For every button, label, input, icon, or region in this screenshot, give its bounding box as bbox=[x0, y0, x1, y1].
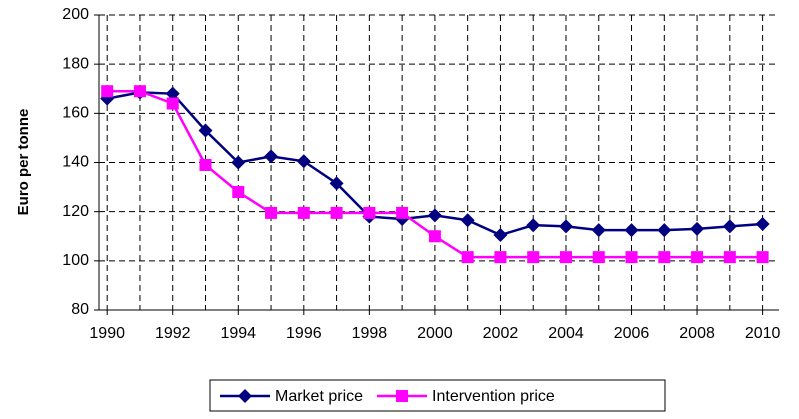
point bbox=[363, 206, 376, 219]
point bbox=[199, 158, 212, 171]
y-tick-label: 180 bbox=[62, 55, 89, 72]
point bbox=[265, 206, 278, 219]
point bbox=[166, 97, 179, 110]
point bbox=[591, 223, 606, 238]
y-tick-label: 120 bbox=[62, 203, 89, 220]
legend-label: Market price bbox=[275, 388, 363, 405]
point bbox=[165, 86, 180, 101]
point bbox=[526, 218, 541, 233]
point bbox=[558, 219, 573, 234]
point bbox=[296, 154, 311, 169]
point bbox=[690, 221, 705, 236]
point bbox=[657, 223, 672, 238]
point bbox=[329, 176, 344, 191]
x-tick-label: 2006 bbox=[614, 325, 650, 342]
point bbox=[755, 216, 770, 231]
point bbox=[559, 251, 572, 264]
point bbox=[527, 251, 540, 264]
point bbox=[658, 251, 671, 264]
legend-marker bbox=[396, 390, 409, 402]
point bbox=[756, 251, 769, 264]
point bbox=[624, 223, 639, 238]
point bbox=[460, 213, 475, 228]
legend-marker bbox=[238, 389, 252, 403]
point bbox=[198, 123, 213, 138]
x-tick-label: 2008 bbox=[679, 325, 715, 342]
point bbox=[592, 251, 605, 264]
y-tick-label: 160 bbox=[62, 105, 89, 122]
x-tick-label: 2002 bbox=[483, 325, 519, 342]
point bbox=[625, 251, 638, 264]
x-tick-label: 1992 bbox=[155, 325, 191, 342]
legend-label: Intervention price bbox=[432, 388, 555, 405]
y-tick-label: 200 bbox=[62, 6, 89, 23]
x-tick-label: 2010 bbox=[745, 325, 781, 342]
point bbox=[493, 228, 508, 243]
x-tick-label: 1994 bbox=[220, 325, 256, 342]
y-tick-label: 100 bbox=[62, 252, 89, 269]
y-tick-label: 140 bbox=[62, 154, 89, 171]
y-tick-label: 80 bbox=[71, 301, 89, 318]
point bbox=[396, 206, 409, 219]
point bbox=[691, 251, 704, 264]
point bbox=[722, 219, 737, 234]
point bbox=[264, 149, 279, 164]
point bbox=[101, 85, 114, 98]
x-tick-label: 2004 bbox=[548, 325, 584, 342]
point bbox=[297, 206, 310, 219]
point bbox=[232, 186, 245, 198]
x-tick-label: 1996 bbox=[286, 325, 322, 342]
x-tick-label: 1998 bbox=[352, 325, 388, 342]
point bbox=[133, 85, 146, 98]
y-axis-label: Euro per tonne bbox=[15, 109, 32, 216]
x-tick-label: 2000 bbox=[417, 325, 453, 342]
point bbox=[723, 251, 736, 264]
point bbox=[461, 251, 474, 264]
x-tick-label: 1990 bbox=[89, 325, 125, 342]
point bbox=[427, 208, 442, 223]
point bbox=[231, 155, 246, 170]
point bbox=[494, 251, 507, 264]
point bbox=[330, 206, 343, 219]
legend-box bbox=[209, 379, 666, 412]
point bbox=[428, 230, 441, 243]
